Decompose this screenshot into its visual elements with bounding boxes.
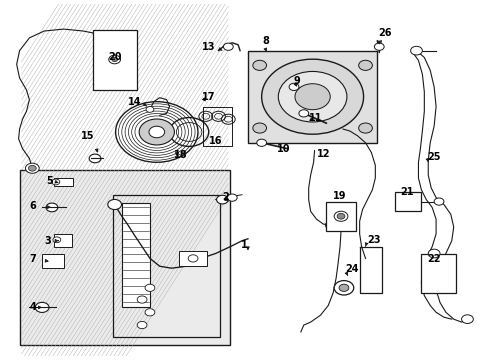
Text: 21: 21	[399, 187, 412, 197]
Bar	[42, 253, 63, 268]
Circle shape	[374, 43, 384, 50]
Bar	[54, 178, 73, 186]
Bar	[179, 251, 206, 266]
Circle shape	[261, 59, 363, 134]
Circle shape	[336, 213, 344, 219]
Text: 7: 7	[29, 255, 36, 264]
Circle shape	[46, 203, 58, 212]
Text: 8: 8	[262, 36, 269, 46]
Text: 11: 11	[308, 113, 322, 123]
Circle shape	[139, 119, 174, 145]
Circle shape	[137, 296, 147, 303]
Circle shape	[427, 249, 439, 258]
Bar	[93, 30, 137, 90]
Text: 15: 15	[81, 131, 94, 141]
Text: 9: 9	[293, 76, 300, 86]
Circle shape	[137, 321, 147, 329]
Text: 1: 1	[241, 240, 247, 250]
Text: 3: 3	[44, 236, 51, 246]
Circle shape	[188, 255, 198, 262]
Text: 16: 16	[208, 136, 222, 146]
Bar	[421, 253, 455, 293]
Circle shape	[461, 315, 472, 324]
Circle shape	[333, 211, 347, 221]
Circle shape	[216, 195, 228, 204]
Bar	[247, 51, 377, 143]
Text: 24: 24	[344, 264, 358, 274]
Bar	[112, 195, 220, 337]
Text: 18: 18	[174, 149, 188, 159]
Circle shape	[333, 280, 353, 295]
Circle shape	[338, 284, 348, 291]
Circle shape	[108, 55, 120, 64]
Text: 5: 5	[46, 176, 53, 186]
Text: 20: 20	[107, 53, 121, 63]
Text: 19: 19	[332, 191, 346, 201]
Circle shape	[294, 84, 329, 110]
Circle shape	[325, 221, 334, 229]
Bar	[394, 192, 421, 211]
Circle shape	[288, 83, 298, 90]
Text: 22: 22	[427, 255, 440, 264]
Circle shape	[252, 60, 266, 71]
Circle shape	[278, 71, 346, 122]
Text: 17: 17	[202, 92, 215, 102]
Circle shape	[145, 309, 155, 316]
Circle shape	[149, 126, 164, 138]
Circle shape	[89, 154, 101, 163]
Circle shape	[28, 165, 36, 171]
Circle shape	[358, 123, 372, 133]
Circle shape	[35, 302, 49, 312]
Bar	[325, 202, 355, 231]
Circle shape	[298, 110, 308, 117]
Circle shape	[433, 198, 443, 205]
Text: 12: 12	[316, 149, 329, 158]
Circle shape	[25, 163, 39, 173]
Text: 4: 4	[29, 302, 36, 312]
Bar	[54, 234, 71, 247]
Text: 6: 6	[29, 202, 36, 211]
Circle shape	[256, 139, 266, 147]
Text: 25: 25	[427, 153, 440, 162]
Text: 23: 23	[367, 235, 380, 245]
Circle shape	[52, 179, 60, 185]
Circle shape	[115, 102, 198, 162]
Text: 13: 13	[202, 42, 215, 52]
Circle shape	[227, 194, 237, 201]
Bar	[20, 170, 230, 345]
Circle shape	[107, 199, 121, 210]
Text: 10: 10	[277, 144, 290, 154]
Circle shape	[410, 46, 422, 55]
Text: 26: 26	[378, 28, 391, 38]
Circle shape	[358, 60, 372, 71]
Circle shape	[145, 284, 155, 291]
Circle shape	[111, 57, 117, 62]
Circle shape	[146, 107, 154, 112]
Circle shape	[223, 43, 233, 50]
Circle shape	[53, 237, 61, 243]
Bar	[122, 203, 150, 307]
Text: 2: 2	[222, 192, 229, 202]
Circle shape	[252, 123, 266, 133]
Text: 14: 14	[127, 96, 141, 107]
